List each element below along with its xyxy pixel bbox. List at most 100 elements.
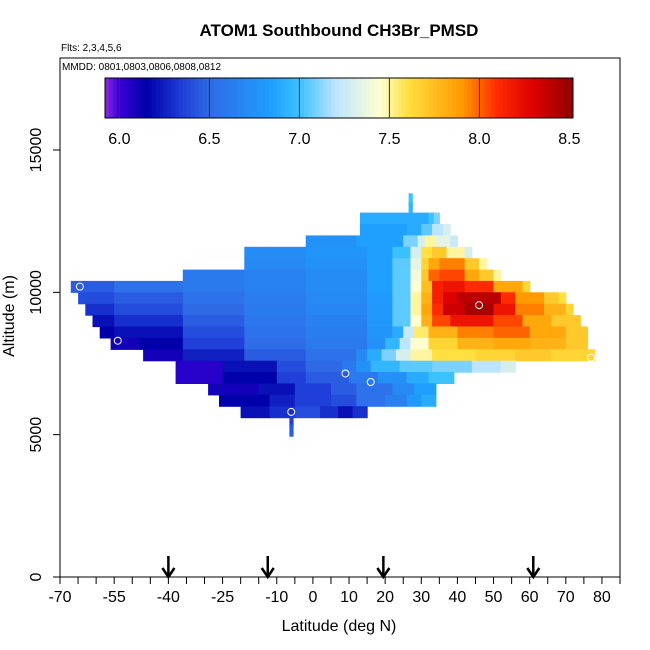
x-tick-label: -70	[48, 589, 71, 606]
y-tick-label: 0	[28, 572, 45, 581]
heatmap-cell	[432, 349, 477, 362]
heatmap-cell	[78, 292, 115, 305]
colorbar-segment	[354, 78, 359, 118]
heatmap-cell	[410, 292, 422, 305]
colorbar-ticks: 6.0 6.5 7.0 7.5 8.0 8.5	[108, 78, 581, 148]
heatmap-cell	[403, 235, 419, 248]
heatmap-cell	[475, 349, 516, 362]
heatmap-cell	[392, 292, 412, 305]
colorbar-segment	[522, 78, 527, 118]
heatmap-cell	[464, 269, 480, 282]
heatmap-cell	[515, 303, 545, 316]
colorbar-segment	[151, 78, 157, 118]
x-tick-label: 0	[308, 589, 317, 606]
colorbar-segment	[471, 78, 476, 118]
heatmap-cell	[421, 394, 437, 407]
colorbar-segment	[432, 78, 437, 118]
heatmap-cell	[244, 326, 307, 339]
colorbar-segment	[155, 78, 161, 118]
colorbar-segment	[268, 78, 274, 118]
heatmap-cell	[406, 394, 422, 407]
heatmap-cell	[359, 212, 430, 225]
heatmap-cell	[143, 349, 184, 362]
colorbar-segment	[214, 78, 219, 118]
heatmap-cell	[428, 269, 440, 282]
heatmap-cell	[529, 337, 567, 350]
colorbar-segment	[498, 78, 504, 118]
colorbar-segment	[362, 78, 367, 118]
heatmap-cell	[182, 303, 245, 316]
heatmap-cell	[399, 360, 433, 373]
heatmap-cell	[432, 292, 444, 305]
colorbar-segment	[491, 78, 496, 118]
colorbar-segment	[534, 78, 539, 118]
colorbar-segment	[545, 78, 551, 118]
colorbar-segment	[405, 78, 410, 118]
heatmap-cell	[367, 349, 383, 362]
heatmap-cell	[443, 303, 466, 316]
heatmap-cell	[99, 326, 115, 339]
x-tick-label: 80	[593, 589, 611, 606]
colorbar-segment	[541, 78, 547, 118]
colorbar-segment	[303, 78, 309, 118]
colorbar-segment	[112, 78, 118, 118]
heatmap-cell	[493, 269, 502, 282]
colorbar-segment	[261, 78, 266, 118]
colorbar-segment	[183, 78, 188, 118]
colorbar-segment	[440, 78, 445, 118]
colorbar-segment	[331, 78, 336, 118]
heatmap-cell	[240, 406, 271, 419]
heatmap-cell	[428, 337, 458, 350]
heatmap-cell	[208, 383, 260, 396]
heatmap-cell	[432, 280, 444, 293]
colorbar-segment	[381, 78, 387, 118]
heatmap-cell	[408, 193, 413, 206]
heatmap-cell	[244, 246, 307, 259]
y-axis-label: Altitude (m)	[1, 275, 18, 357]
heatmap-cell	[410, 315, 422, 328]
colorbar-segment	[366, 78, 371, 118]
heatmap-cell	[114, 292, 184, 305]
colorbar-segment	[327, 78, 332, 118]
colorbar-segment	[557, 78, 562, 118]
colorbar-segment	[284, 78, 289, 118]
colorbar-segment	[249, 78, 254, 118]
heatmap-cell	[457, 337, 495, 350]
heatmap-cell	[305, 292, 368, 305]
colorbar-tick-label: 8.0	[468, 131, 490, 148]
heatmap-cell	[269, 394, 296, 407]
heatmap-cell	[410, 337, 430, 350]
heatmap-cell	[464, 246, 473, 259]
heatmap-cell	[367, 269, 393, 282]
colorbar-segment	[417, 78, 422, 118]
heatmap-cell	[367, 258, 393, 271]
heatmap-cell	[305, 246, 368, 259]
heatmap-cell	[305, 326, 368, 339]
heatmap-cell	[500, 292, 516, 305]
heatmap-cell	[565, 337, 589, 350]
colorbar-tick-label: 7.5	[378, 131, 400, 148]
heatmap-cell	[305, 280, 368, 293]
heatmap-cell	[471, 360, 502, 373]
colorbar-segment	[436, 78, 441, 118]
heatmap-cell	[294, 383, 332, 396]
x-tick-label: -10	[265, 589, 288, 606]
heatmap-cell	[399, 337, 411, 350]
heatmap-cell	[331, 383, 357, 396]
heatmap-cell	[522, 280, 531, 293]
plot-area	[59, 57, 621, 578]
heatmap-cell	[92, 315, 115, 328]
heatmap-cell	[417, 235, 426, 248]
colorbar-segment	[296, 78, 301, 118]
heatmap-cell	[289, 424, 294, 437]
heatmap-cell	[558, 292, 567, 305]
heatmap-cell	[352, 406, 368, 419]
y-tick-label: 10000	[28, 270, 45, 315]
heatmap-cell	[392, 383, 415, 396]
heatmap-cell	[408, 202, 413, 215]
heatmap-cell	[356, 235, 404, 248]
colorbar-segment	[510, 78, 515, 118]
arrow-head	[526, 567, 541, 580]
heatmap-cell	[356, 349, 368, 362]
heatmap-cell	[331, 394, 357, 407]
